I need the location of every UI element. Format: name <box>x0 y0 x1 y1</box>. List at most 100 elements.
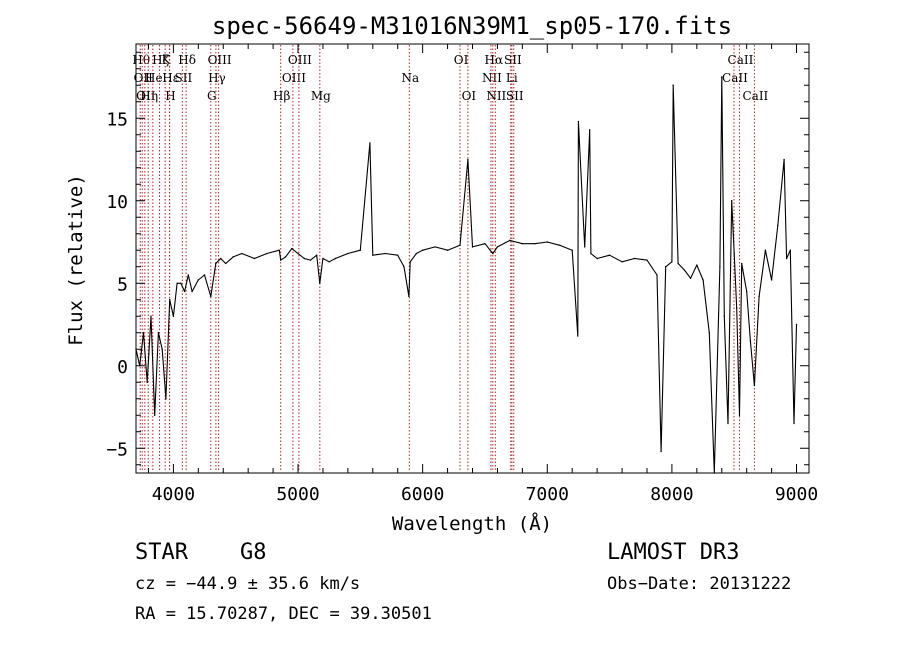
flux-point <box>316 254 318 256</box>
flux-point <box>328 261 330 263</box>
spectral-line-label: NII <box>486 89 506 103</box>
spectral-line-label: OI <box>454 53 469 67</box>
flux-point <box>795 323 798 326</box>
flux-point <box>319 282 321 284</box>
flux-point <box>521 242 524 245</box>
x-axis-label: Wavelength (Å) <box>392 512 552 535</box>
flux-point <box>421 249 424 251</box>
flux-point <box>738 414 741 416</box>
flux-point <box>459 244 461 246</box>
x-tick-label: 6000 <box>401 484 444 505</box>
flux-point <box>608 254 611 256</box>
spectral-line-label: K <box>162 53 172 67</box>
flux-point <box>671 261 673 263</box>
spectral-line-markers: HθOIIOIIHηHeHζKHHεSIIHδGHγOIIIHβOIIIOIII… <box>132 45 769 472</box>
flux-point <box>683 269 686 271</box>
spectral-line-label: H <box>165 89 175 103</box>
flux-point <box>496 246 499 248</box>
flux-point <box>266 252 268 255</box>
flux-point <box>384 252 386 255</box>
flux-point <box>770 279 773 281</box>
flux-point <box>588 129 591 131</box>
flux-point <box>153 414 156 416</box>
flux-point <box>583 246 586 248</box>
spectral-line-label: Hβ <box>273 89 290 103</box>
flux-point <box>723 315 725 317</box>
radec-label: RA = 15.70287, DEC = 39.30501 <box>135 604 432 624</box>
spectral-line-label: Hα <box>485 53 504 67</box>
y-tick-label: 5 <box>117 274 128 295</box>
spectral-line-label: SII <box>506 89 524 103</box>
flux-point <box>397 254 399 256</box>
flux-point <box>785 257 788 260</box>
spectral-line-label: OII <box>136 89 156 103</box>
flux-point <box>793 422 795 425</box>
spectral-line-label: Hε <box>162 71 179 85</box>
flux-point <box>633 257 636 260</box>
flux-point <box>241 252 243 255</box>
flux-point <box>664 266 667 268</box>
flux-point <box>596 257 598 260</box>
flux-point <box>577 335 579 337</box>
flux-point <box>672 84 674 86</box>
flux-point <box>467 158 469 161</box>
flux-point <box>284 256 287 258</box>
flux-point <box>783 158 785 161</box>
flux-point <box>232 256 234 258</box>
y-tick-label: 10 <box>106 192 128 213</box>
flux-point <box>708 332 710 334</box>
x-tick-label: 8000 <box>650 484 693 505</box>
spectral-line-label: Hγ <box>208 71 226 85</box>
spectral-line-label: OIII <box>288 53 312 67</box>
flux-point <box>764 249 767 251</box>
flux-point <box>165 398 167 400</box>
x-tick-label: 9000 <box>775 484 818 505</box>
flux-point <box>471 246 474 248</box>
flux-point <box>297 252 299 255</box>
x-tick-label: 4000 <box>152 484 195 505</box>
flux-point <box>741 262 743 265</box>
flux-point <box>347 252 349 255</box>
survey-label: LAMOST DR3 <box>607 540 740 565</box>
flux-point <box>408 295 410 298</box>
flux-point <box>745 290 748 293</box>
flux-point <box>191 290 193 293</box>
flux-point <box>749 340 752 342</box>
subclass-label: G8 <box>240 540 267 565</box>
flux-point <box>309 259 312 261</box>
flux-point <box>157 332 160 334</box>
flux-point <box>146 381 148 383</box>
flux-point <box>176 282 178 284</box>
flux-point <box>253 257 256 260</box>
spectral-line-label: Hθ <box>132 53 150 67</box>
y-axis-label: Flux (relative) <box>65 174 87 346</box>
flux-point <box>559 244 561 246</box>
spectral-line-label: SII <box>175 71 193 85</box>
flux-point <box>334 257 337 260</box>
flux-point <box>677 262 679 265</box>
axes: 4000 5000 6000 7000 8000 9000 −5 0 5 10 15 <box>106 44 818 505</box>
flux-point <box>721 76 723 78</box>
flux-point <box>660 450 662 453</box>
flux-point <box>303 257 305 260</box>
spectral-line-label: NII <box>482 71 502 85</box>
flux-point <box>733 252 735 255</box>
flux-point <box>225 262 227 265</box>
flux-line <box>135 76 798 474</box>
spectral-line-label: OIII <box>208 53 232 67</box>
obs-date-label: Obs−Date: 20131222 <box>607 574 792 594</box>
flux-point <box>403 266 405 268</box>
spectral-line-label: Hη <box>140 89 158 103</box>
spectral-line-label: SII <box>504 53 522 67</box>
flux-point <box>753 384 756 387</box>
flux-point <box>646 259 648 261</box>
spectral-line-label: Hδ <box>178 53 196 67</box>
redshift-label: cz = −44.9 ± 35.6 km/s <box>135 574 361 594</box>
flux-point <box>702 279 704 281</box>
y-tick-label: 0 <box>117 357 128 378</box>
flux-point <box>577 120 580 123</box>
spectral-line-label: Mg <box>311 89 331 103</box>
y-tick-label: −5 <box>106 439 128 460</box>
flux-point <box>161 348 163 350</box>
flux-point <box>415 252 418 255</box>
